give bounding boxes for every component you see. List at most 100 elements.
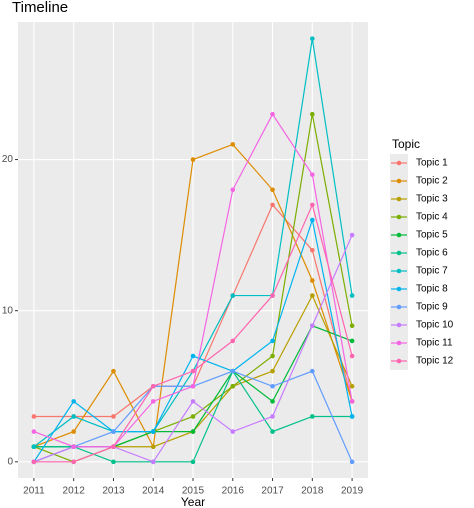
data-point <box>270 414 275 419</box>
legend-label: Topic 9 <box>416 302 448 313</box>
legend-dot <box>396 268 402 274</box>
legend-label: Topic 11 <box>416 338 453 349</box>
legend-label: Topic 3 <box>416 194 448 205</box>
legend-dot <box>396 196 402 202</box>
x-tick-label: 2012 <box>63 486 86 497</box>
x-tick-label: 2017 <box>261 486 284 497</box>
legend-label: Topic 1 <box>416 158 448 169</box>
data-point <box>150 459 156 465</box>
data-point <box>310 323 315 329</box>
legend-dot <box>396 358 402 364</box>
data-point <box>349 323 355 329</box>
x-tick-label: 2013 <box>102 486 125 497</box>
x-tick-label: 2016 <box>222 486 245 497</box>
data-point <box>111 368 116 374</box>
data-point <box>150 429 156 434</box>
data-point <box>270 111 275 117</box>
data-point <box>150 444 156 450</box>
data-point <box>31 414 37 419</box>
data-point <box>71 414 76 419</box>
data-point <box>190 368 196 374</box>
data-point <box>270 399 275 404</box>
data-point <box>190 383 196 389</box>
y-tick-label: 0 <box>7 456 13 467</box>
y-tick-label: 20 <box>2 154 14 165</box>
data-point <box>310 368 315 374</box>
data-point <box>349 399 355 404</box>
data-point <box>71 459 76 465</box>
data-point <box>270 187 275 193</box>
y-tick-label: 10 <box>2 305 14 316</box>
data-point <box>310 36 315 41</box>
data-point <box>111 444 116 450</box>
legend-dot <box>396 214 402 220</box>
data-point <box>230 187 236 193</box>
legend-label: Topic 6 <box>416 248 448 259</box>
legend-dot <box>396 250 402 256</box>
data-point <box>310 217 315 223</box>
data-point <box>190 459 196 465</box>
legend-label: Topic 8 <box>416 284 448 295</box>
legend-dot <box>396 178 402 184</box>
data-point <box>111 414 116 419</box>
data-point <box>349 353 355 359</box>
data-point <box>230 383 236 389</box>
legend-dot <box>396 232 402 238</box>
data-point <box>310 293 315 298</box>
chart-title: Timeline <box>12 0 68 16</box>
data-point <box>310 414 315 419</box>
data-point <box>310 202 315 208</box>
data-point <box>270 293 275 298</box>
data-point <box>190 399 196 404</box>
data-point <box>349 414 355 419</box>
data-point <box>310 172 315 177</box>
data-point <box>270 353 275 359</box>
data-point <box>270 368 275 374</box>
data-point <box>190 414 196 419</box>
data-point <box>71 429 76 434</box>
data-point <box>310 247 315 253</box>
data-point <box>190 353 196 359</box>
x-tick-label: 2018 <box>301 486 324 497</box>
data-point <box>31 459 37 465</box>
legend-dot <box>396 286 402 292</box>
legend-dot <box>396 160 402 166</box>
data-point <box>71 399 76 404</box>
legend-title: Topic <box>392 137 420 151</box>
data-point <box>111 429 116 434</box>
data-point <box>270 383 275 389</box>
data-point <box>230 338 236 344</box>
data-point <box>150 399 156 404</box>
data-point <box>349 383 355 389</box>
x-tick-label: 2014 <box>142 486 165 497</box>
data-point <box>111 459 116 465</box>
legend-dot <box>396 322 402 328</box>
data-point <box>150 383 156 389</box>
data-point <box>270 429 275 434</box>
data-point <box>270 202 275 208</box>
data-point <box>71 444 76 450</box>
data-point <box>230 293 236 298</box>
data-point <box>230 142 236 147</box>
data-point <box>349 232 355 238</box>
data-point <box>31 429 37 434</box>
data-point <box>310 278 315 283</box>
data-point <box>230 429 236 434</box>
data-point <box>230 368 236 374</box>
x-axis-title: Year <box>181 495 205 508</box>
data-point <box>190 429 196 434</box>
data-point <box>310 111 315 117</box>
x-tick-label: 2015 <box>182 486 205 497</box>
data-point <box>190 157 196 162</box>
data-point <box>31 444 37 450</box>
legend-label: Topic 10 <box>416 320 454 331</box>
legend-label: Topic 7 <box>416 266 448 277</box>
legend-label: Topic 5 <box>416 230 448 241</box>
x-tick-label: 2019 <box>341 486 364 497</box>
data-point <box>349 459 355 465</box>
legend-dot <box>396 340 402 346</box>
legend-dot <box>396 304 402 310</box>
legend-label: Topic 2 <box>416 176 448 187</box>
legend-label: Topic 4 <box>416 212 448 223</box>
